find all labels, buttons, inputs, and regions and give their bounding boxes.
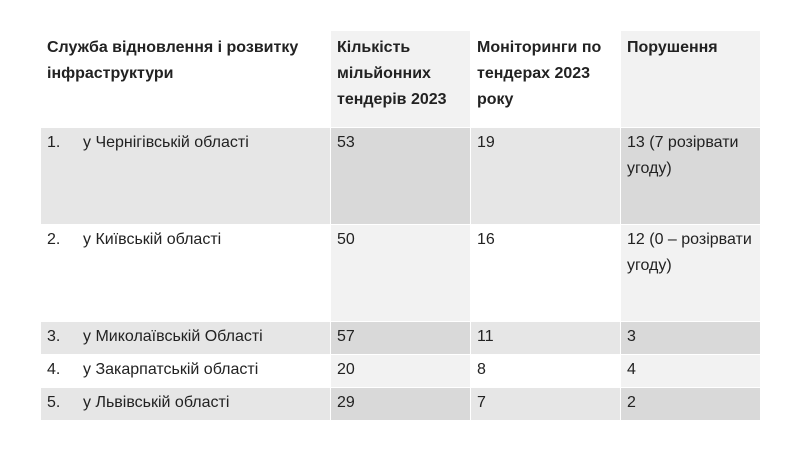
- monitorings-cell: 11: [470, 321, 621, 355]
- row-region: у Закарпатській області: [83, 361, 259, 378]
- row-number: 5.: [47, 394, 61, 411]
- violations-cell: 4: [620, 354, 761, 388]
- service-cell: 1. у Чернігівській області: [40, 127, 331, 225]
- monitorings-cell: 16: [470, 224, 621, 322]
- violations-cell: 2: [620, 387, 761, 421]
- table-row: 5. у Львівській області 29 7 2: [40, 387, 761, 421]
- monitorings-cell: 7: [470, 387, 621, 421]
- service-cell: 3. у Миколаївській Області: [40, 321, 331, 355]
- row-number: 1.: [47, 134, 61, 151]
- tenders-table-container: Служба відновлення і розвитку інфраструк…: [40, 30, 761, 421]
- table-row: 2. у Київській області 50 16 12 (0 – розі…: [40, 224, 761, 322]
- header-monitorings: Моніторинги по тендерах 2023 року: [470, 30, 621, 128]
- table-row: 4. у Закарпатській області 20 8 4: [40, 354, 761, 388]
- tenders-table: Служба відновлення і розвитку інфраструк…: [40, 30, 761, 421]
- service-cell: 4. у Закарпатській області: [40, 354, 331, 388]
- tenders-cell: 29: [330, 387, 471, 421]
- row-number: 3.: [47, 328, 61, 345]
- row-region: у Чернігівській області: [83, 134, 249, 151]
- table-row: 1. у Чернігівській області 53 19 13 (7 ро…: [40, 127, 761, 225]
- service-cell: 5. у Львівській області: [40, 387, 331, 421]
- table-row: 3. у Миколаївській Області 57 11 3: [40, 321, 761, 355]
- tenders-cell: 20: [330, 354, 471, 388]
- tenders-cell: 57: [330, 321, 471, 355]
- header-tenders: Кількість мільйонних тендерів 2023: [330, 30, 471, 128]
- tenders-cell: 53: [330, 127, 471, 225]
- monitorings-cell: 19: [470, 127, 621, 225]
- tenders-cell: 50: [330, 224, 471, 322]
- row-region: у Київській області: [83, 231, 222, 248]
- row-region: у Львівській області: [83, 394, 230, 411]
- table-header-row: Служба відновлення і розвитку інфраструк…: [40, 30, 761, 128]
- row-number: 2.: [47, 231, 61, 248]
- header-violations: Порушення: [620, 30, 761, 128]
- service-cell: 2. у Київській області: [40, 224, 331, 322]
- header-service: Служба відновлення і розвитку інфраструк…: [40, 30, 331, 128]
- row-number: 4.: [47, 361, 61, 378]
- violations-cell: 3: [620, 321, 761, 355]
- violations-cell: 13 (7 розірвати угоду): [620, 127, 761, 225]
- row-region: у Миколаївській Області: [83, 328, 263, 345]
- violations-cell: 12 (0 – розірвати угоду): [620, 224, 761, 322]
- monitorings-cell: 8: [470, 354, 621, 388]
